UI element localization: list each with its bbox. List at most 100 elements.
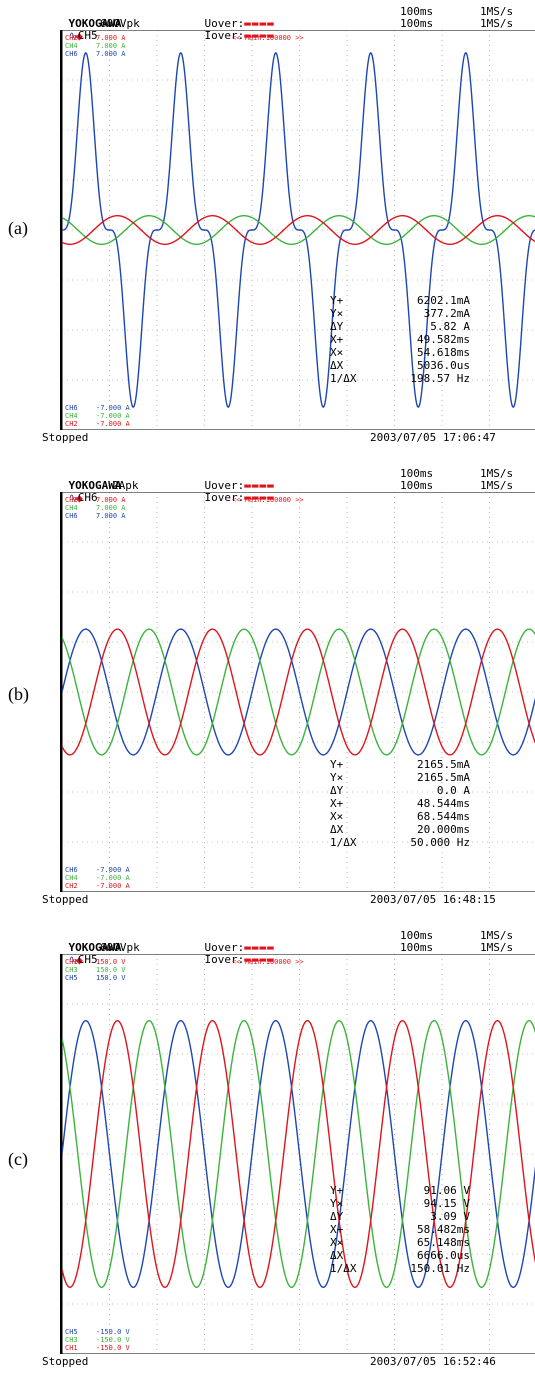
cursor-key: ΔY	[330, 1210, 344, 1223]
cursor-row: 1/ΔX 150.01 Hz	[330, 1262, 470, 1275]
channel-label: CH5	[77, 953, 98, 966]
range-label: 600Vpk	[100, 17, 140, 30]
cursor-row: Y× 94.15 V	[330, 1197, 470, 1210]
uover-indicator: Uover:▬▬▬▬	[178, 930, 275, 966]
cursor-key: X×	[330, 346, 344, 359]
series-CH3	[62, 1019, 535, 1289]
brand-label: YOKOGAWA	[68, 941, 122, 954]
cursor-key: X×	[330, 810, 344, 823]
main-label: << Main:100000 >>	[232, 496, 304, 504]
timestamp-label: 2003/07/05 17:06:47	[370, 431, 496, 444]
top-channel-value: 7.000 A	[96, 496, 126, 504]
series-CH5	[62, 1019, 535, 1289]
cursor-key: 1/ΔX	[330, 1262, 357, 1275]
top-channel-label: CH5	[65, 974, 78, 982]
top-channel-label: CH4	[65, 504, 78, 512]
samplerate-2: 1MS/s	[480, 479, 514, 492]
top-channel-label: CH6	[65, 50, 78, 58]
series-CH4	[62, 628, 535, 756]
bottom-channel-value: -150.0 V	[96, 1344, 131, 1352]
uover-indicator: Uover:▬▬▬▬	[178, 468, 275, 504]
uover-label: Uover:	[204, 479, 245, 492]
series-CH2	[62, 628, 535, 756]
samplerate-1: 1MS/s	[480, 467, 514, 480]
top-channel-value: 7.000 A	[96, 512, 126, 520]
timebase-1: 100ms	[400, 5, 434, 18]
top-channel-label: CH6	[65, 512, 78, 520]
cursor-value: 49.582ms	[417, 333, 470, 346]
status-label: Stopped	[42, 1355, 89, 1368]
header-row-1: YOKOGAWA ◆	[42, 468, 122, 517]
cursor-table: Y+ 91.06 V Y× 94.15 V ΔY 3.09 V X+ 58.482ms X× 65…	[330, 1184, 470, 1275]
series-CH6	[62, 51, 535, 409]
uover-label: Uover:	[204, 941, 245, 954]
cursor-value: 68.544ms	[417, 810, 470, 823]
header-row-2: ∿CH5	[42, 18, 98, 54]
cursor-key: 1/ΔX	[330, 836, 357, 849]
cursor-value: 50.000 Hz	[410, 836, 470, 849]
cursor-value: 91.06 V	[423, 1184, 470, 1197]
iover-bar-icon: ▬▬▬▬	[244, 491, 275, 504]
uover-indicator: Uover:▬▬▬▬	[178, 6, 275, 42]
cursor-value: 5.82 A	[430, 320, 470, 333]
panel-label: (a)	[8, 218, 28, 238]
cursor-row: ΔY 3.09 V	[330, 1210, 470, 1223]
cursor-value: 65.148ms	[417, 1236, 470, 1249]
samplerate-1: 1MS/s	[480, 929, 514, 942]
cursor-value: 6666.0us	[417, 1249, 470, 1262]
timebase-2: 100ms	[400, 941, 434, 954]
samplerate-1: 1MS/s	[480, 5, 514, 18]
iover-bar-icon: ▬▬▬▬	[244, 953, 275, 966]
scope-svg: << Main:100000 >> CH2 7.000 A CH4 7.000 A CH6…	[62, 492, 535, 892]
bottom-channel-value: -150.0 V	[96, 1336, 131, 1344]
bottom-channel-label: CH5	[65, 1328, 78, 1336]
cursor-row: X× 65.148ms	[330, 1236, 470, 1249]
top-channel-value: 7.000 A	[96, 42, 126, 50]
cursor-row: ΔY 0.0 A	[330, 784, 470, 797]
timebase-1: 100ms	[400, 929, 434, 942]
bottom-channel-label: CH4	[65, 412, 78, 420]
series-CH6	[62, 628, 535, 756]
bottom-channel-value: -7.000 A	[96, 412, 131, 420]
bottom-channel-label: CH3	[65, 1336, 78, 1344]
diamond-icon: ◆	[68, 491, 83, 505]
cursor-value: 94.15 V	[423, 1197, 470, 1210]
bottom-channel-label: CH2	[65, 882, 78, 890]
cursor-row: ΔX 20.000ms	[330, 823, 470, 836]
iover-indicator: Iover:▬▬▬▬	[178, 18, 275, 54]
top-channel-value: 150.0 V	[96, 966, 126, 974]
cursor-row: ΔX 5036.0us	[330, 359, 470, 372]
cursor-value: 150.01 Hz	[410, 1262, 470, 1275]
samplerate-2: 1MS/s	[480, 941, 514, 954]
timestamp-label: 2003/07/05 16:52:46	[370, 1355, 496, 1368]
main-label: << Main:100000 >>	[232, 958, 304, 966]
cursor-row: Y× 377.2mA	[330, 307, 470, 320]
wave-icon: ∿	[68, 953, 78, 966]
cursor-row: Y+ 91.06 V	[330, 1184, 470, 1197]
cursor-key: ΔX	[330, 359, 344, 372]
cursor-key: X+	[330, 797, 344, 810]
cursor-table: Y+ 2165.5mA Y× 2165.5mA ΔY 0.0 A X+ 48.544ms X× 6…	[330, 758, 470, 849]
samplerate-2: 1MS/s	[480, 17, 514, 30]
top-channel-label: CH1	[65, 958, 78, 966]
cursor-value: 5036.0us	[417, 359, 470, 372]
bottom-channel-value: -150.0 V	[96, 1328, 131, 1336]
cursor-key: Y+	[330, 294, 344, 307]
cursor-value: 377.2mA	[423, 307, 470, 320]
range-label: 600Vpk	[100, 941, 140, 954]
cursor-value: 2165.5mA	[417, 758, 470, 771]
cursor-row: Y+ 2165.5mA	[330, 758, 470, 771]
cursor-value: 54.618ms	[417, 346, 470, 359]
header-row-1: YOKOGAWA ◆	[42, 6, 122, 55]
cursor-key: Y×	[330, 1197, 344, 1210]
top-channel-label: CH3	[65, 966, 78, 974]
bottom-channel-label: CH2	[65, 420, 78, 428]
cursor-row: ΔY 5.82 A	[330, 320, 470, 333]
range-label: 2Apk	[112, 479, 139, 492]
main-label: << Main:100000 >>	[232, 34, 304, 42]
iover-indicator: Iover:▬▬▬▬	[178, 942, 275, 978]
uover-bar-icon: ▬▬▬▬	[244, 479, 275, 492]
scope-panel-b: YOKOGAWA ◆ Uover:▬▬▬▬ 100ms 1MS/s ∿CH6 2…	[0, 462, 535, 914]
